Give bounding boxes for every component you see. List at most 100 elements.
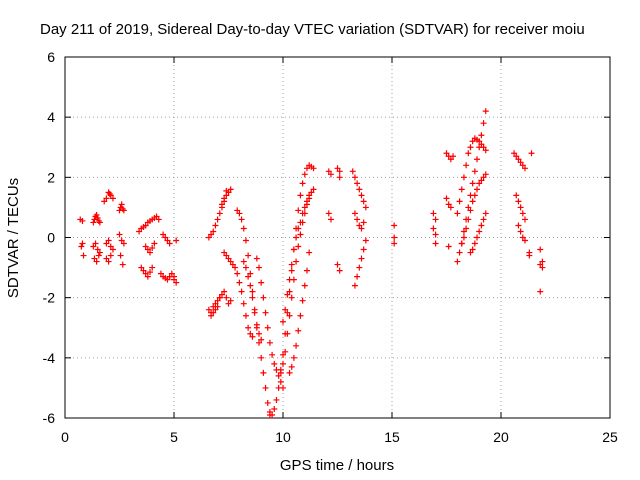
data-point [517,204,524,211]
data-point [325,168,332,175]
data-point [465,216,472,223]
data-point [284,291,291,298]
data-point [117,252,124,259]
data-point [253,255,260,262]
x-tick-labels: 0 5 10 15 20 25 [61,429,618,445]
data-point [521,237,528,244]
data-point [147,249,154,256]
data-point [519,234,526,241]
x-tick-label: 15 [384,429,400,445]
x-tick-label: 25 [602,429,618,445]
grid-lines [65,57,610,418]
data-point [105,258,112,265]
data-point [266,408,273,415]
data-point [138,264,145,271]
data-point [521,216,528,223]
data-point [327,171,334,178]
data-point [249,294,256,301]
data-point [351,174,358,181]
data-point [432,240,439,247]
series-s23 [443,150,457,250]
data-point [214,303,221,310]
data-point [136,228,143,235]
data-point [325,210,332,217]
data-point [107,252,114,259]
data-point [465,204,472,211]
data-point [271,405,278,412]
data-point [282,306,289,313]
series-s2 [90,211,103,265]
data-point [469,138,476,145]
data-point [253,324,260,331]
data-point [467,144,474,151]
data-point [79,240,86,247]
data-point [471,240,478,247]
data-point [539,258,546,265]
data-point [107,243,114,250]
data-point [515,222,522,229]
series-s20 [349,168,369,289]
data-point [478,132,485,139]
data-point [171,276,177,283]
data-point [212,306,219,313]
data-point [247,330,254,337]
data-point [280,351,286,358]
data-point [360,198,367,205]
data-point [247,270,254,277]
data-point [140,267,147,274]
data-point [297,192,304,199]
data-point [336,168,343,175]
data-point [286,369,293,376]
data-point [515,198,522,205]
data-point [460,174,467,181]
series-s13 [253,255,286,391]
data-point [362,237,369,244]
data-point [240,225,247,232]
data-point [354,180,361,187]
data-point [356,264,363,271]
series-s9 [205,288,234,319]
data-point [173,237,180,244]
data-point [362,204,369,211]
data-point [334,165,341,172]
data-point [256,339,263,346]
data-point [480,120,487,127]
data-point [463,162,470,169]
data-point [247,282,254,289]
data-point [147,269,154,276]
data-point [208,312,215,319]
data-point [223,294,230,301]
data-point [310,165,317,172]
series-s28 [511,150,535,244]
series-s25 [454,135,489,217]
data-point [293,342,300,349]
data-point [539,264,546,271]
series-s21 [391,222,398,247]
data-point [482,210,489,217]
data-point [430,210,437,217]
data-point [78,243,85,250]
series-s11 [234,207,265,343]
data-point [303,165,310,172]
series-s7 [171,237,180,286]
data-point [118,201,125,208]
data-point [166,240,173,247]
data-point [269,411,276,418]
data-point [360,246,367,253]
data-point [301,204,308,211]
series-s18 [325,168,343,274]
data-point [101,198,108,205]
data-point [450,153,457,160]
data-point [90,243,97,250]
data-point [262,309,269,316]
series-s19 [334,165,343,181]
data-point [295,225,302,232]
data-point [242,312,249,319]
series-s29 [526,246,546,295]
y-tick-label: 6 [47,49,55,65]
data-point [144,273,151,280]
data-point [280,360,286,367]
series-s15 [277,195,313,373]
data-point [212,300,219,307]
data-point [109,246,116,253]
